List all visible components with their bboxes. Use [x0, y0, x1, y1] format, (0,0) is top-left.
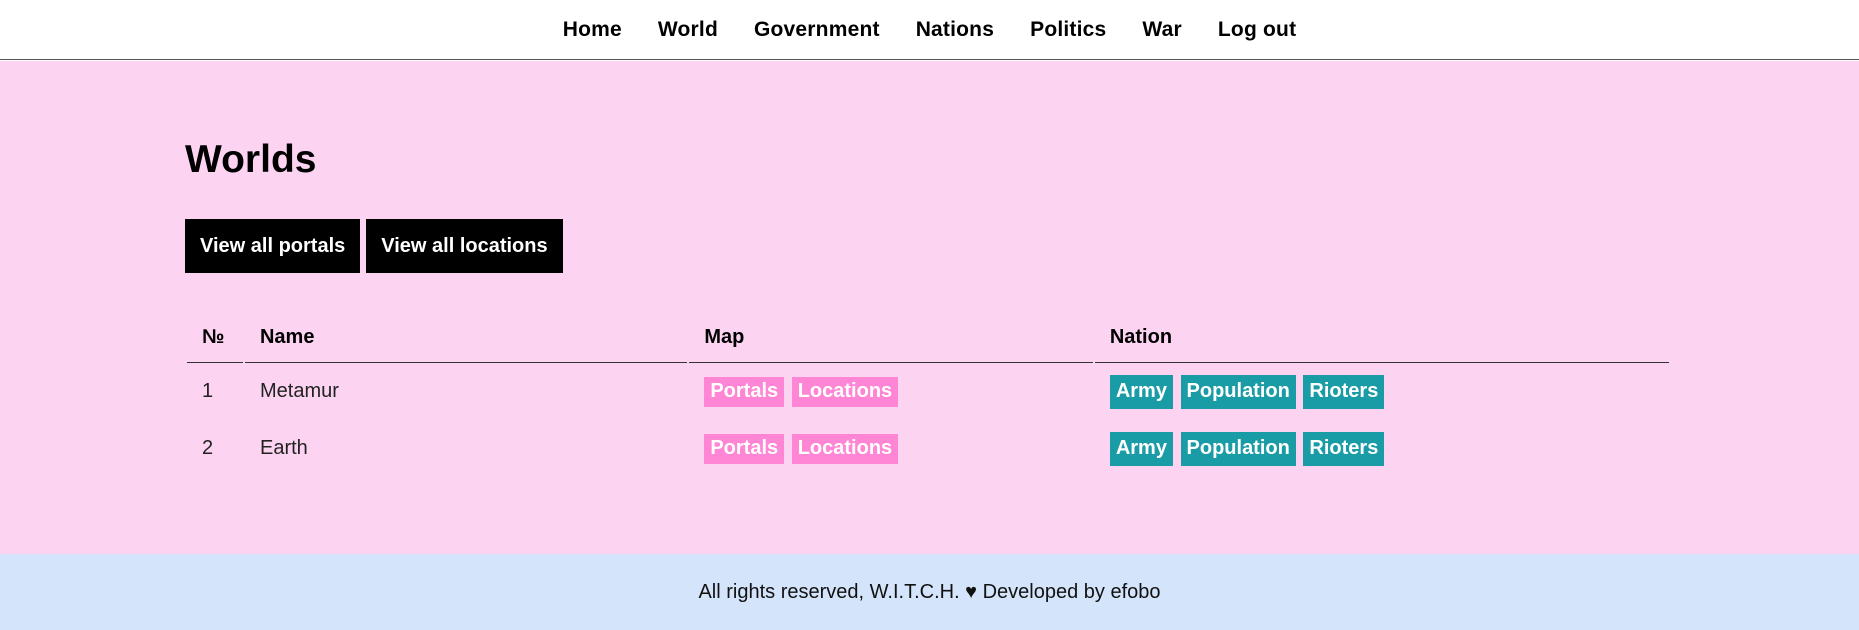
table-row: 1 Metamur Portals Locations Army Populat… [187, 363, 1669, 420]
nav-logout[interactable]: Log out [1217, 17, 1297, 41]
map-links: Portals Locations [689, 363, 1092, 420]
page-footer: All rights reserved, W.I.T.C.H. ♥ Develo… [0, 554, 1859, 630]
locations-link[interactable]: Locations [791, 376, 899, 407]
nav-government[interactable]: Government [753, 17, 880, 41]
worlds-table: № Name Map Nation 1 Metamur Portals Loca… [185, 313, 1671, 477]
main-content: Worlds View all portals View all locatio… [0, 61, 1859, 554]
nation-links: Army Population Rioters [1095, 420, 1669, 477]
locations-link[interactable]: Locations [791, 433, 899, 464]
population-link[interactable]: Population [1180, 374, 1296, 409]
row-number: 2 [202, 437, 214, 459]
view-all-locations-button[interactable]: View all locations [366, 219, 563, 273]
table-row: 2 Earth Portals Locations Army Populatio… [187, 420, 1669, 477]
page-title: Worlds [185, 138, 317, 181]
rioters-link[interactable]: Rioters [1303, 431, 1385, 466]
population-link[interactable]: Population [1180, 431, 1296, 466]
action-buttons: View all portals View all locations [185, 219, 569, 273]
nav-war[interactable]: War [1142, 17, 1182, 41]
army-link[interactable]: Army [1109, 374, 1173, 409]
view-all-portals-button[interactable]: View all portals [185, 219, 361, 273]
footer-text: All rights reserved, W.I.T.C.H. ♥ Develo… [698, 580, 1161, 603]
row-number: 1 [202, 380, 214, 402]
column-header-number: № [187, 313, 243, 363]
nav-nations[interactable]: Nations [915, 17, 995, 41]
rioters-link[interactable]: Rioters [1303, 374, 1385, 409]
nav-world[interactable]: World [657, 17, 718, 41]
column-header-nation: Nation [1094, 313, 1669, 363]
nation-links: Army Population Rioters [1095, 363, 1669, 420]
map-links: Portals Locations [689, 420, 1092, 477]
nav-home[interactable]: Home [562, 17, 622, 41]
column-header-map: Map [689, 313, 1093, 363]
world-name: Earth [259, 437, 308, 459]
portals-link[interactable]: Portals [704, 376, 785, 407]
column-header-name: Name [244, 313, 688, 363]
world-name: Metamur [259, 380, 339, 402]
top-navigation: Home World Government Nations Politics W… [0, 0, 1859, 60]
nav-politics[interactable]: Politics [1030, 17, 1107, 41]
army-link[interactable]: Army [1109, 431, 1173, 466]
portals-link[interactable]: Portals [704, 433, 785, 464]
table-header-row: № Name Map Nation [187, 313, 1669, 363]
